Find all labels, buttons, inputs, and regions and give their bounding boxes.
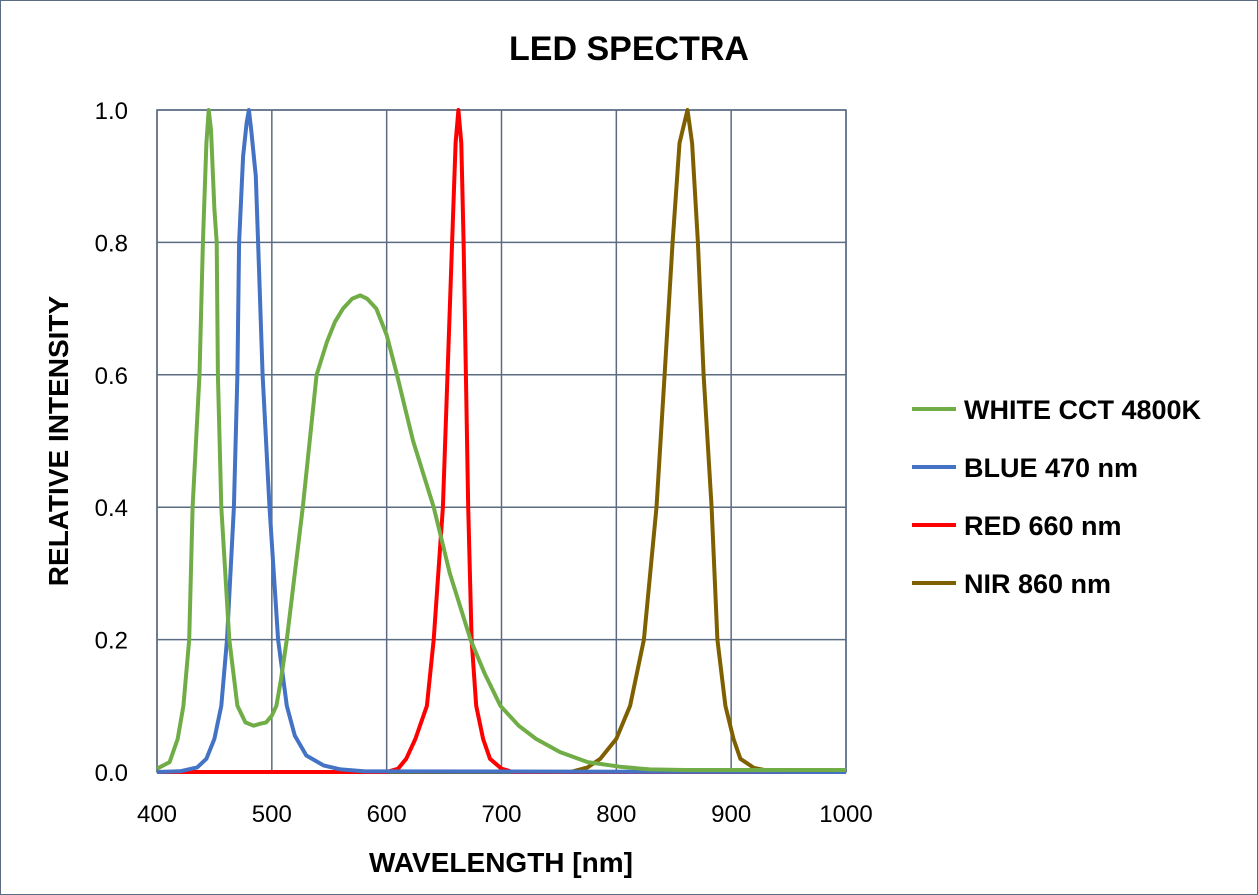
x-tick-label: 400 xyxy=(137,801,177,828)
y-tick-label: 0.0 xyxy=(95,760,128,787)
x-tick-label: 900 xyxy=(711,801,751,828)
legend-label: NIR 860 nm xyxy=(964,569,1111,599)
y-axis-label: RELATIVE INTENSITY xyxy=(43,295,74,586)
series-line-white-cct-4800k xyxy=(156,108,846,772)
legend-label: BLUE 470 nm xyxy=(964,453,1138,483)
y-tick-label: 1.0 xyxy=(95,98,128,125)
x-axis-label: WAVELENGTH [nm] xyxy=(369,847,633,878)
series-line-blue-470-nm xyxy=(156,108,847,774)
grid xyxy=(156,109,847,773)
series-line-nir-860-nm xyxy=(157,108,846,774)
x-tick-label: 500 xyxy=(252,801,292,828)
x-tick-label: 1000 xyxy=(819,801,872,828)
x-tick-label: 800 xyxy=(596,801,636,828)
series-lines xyxy=(156,108,847,774)
legend-label: RED 660 nm xyxy=(964,511,1122,541)
chart-title: LED SPECTRA xyxy=(509,30,749,68)
series-line-red-660-nm xyxy=(157,108,846,774)
y-tick-labels: 0.0 0.2 0.4 0.6 0.8 1.0 xyxy=(95,98,128,787)
y-tick-label: 0.4 xyxy=(95,495,128,522)
y-tick-label: 0.2 xyxy=(95,628,128,655)
legend: WHITE CCT 4800K BLUE 470 nm RED 660 nm NIR … xyxy=(912,395,1202,599)
x-tick-label: 600 xyxy=(367,801,407,828)
y-tick-label: 0.6 xyxy=(95,363,128,390)
legend-label: WHITE CCT 4800K xyxy=(964,395,1202,425)
x-tick-labels: 400 500 600 700 800 900 1000 xyxy=(137,801,873,828)
x-tick-label: 700 xyxy=(481,801,521,828)
y-tick-label: 0.8 xyxy=(95,230,128,257)
